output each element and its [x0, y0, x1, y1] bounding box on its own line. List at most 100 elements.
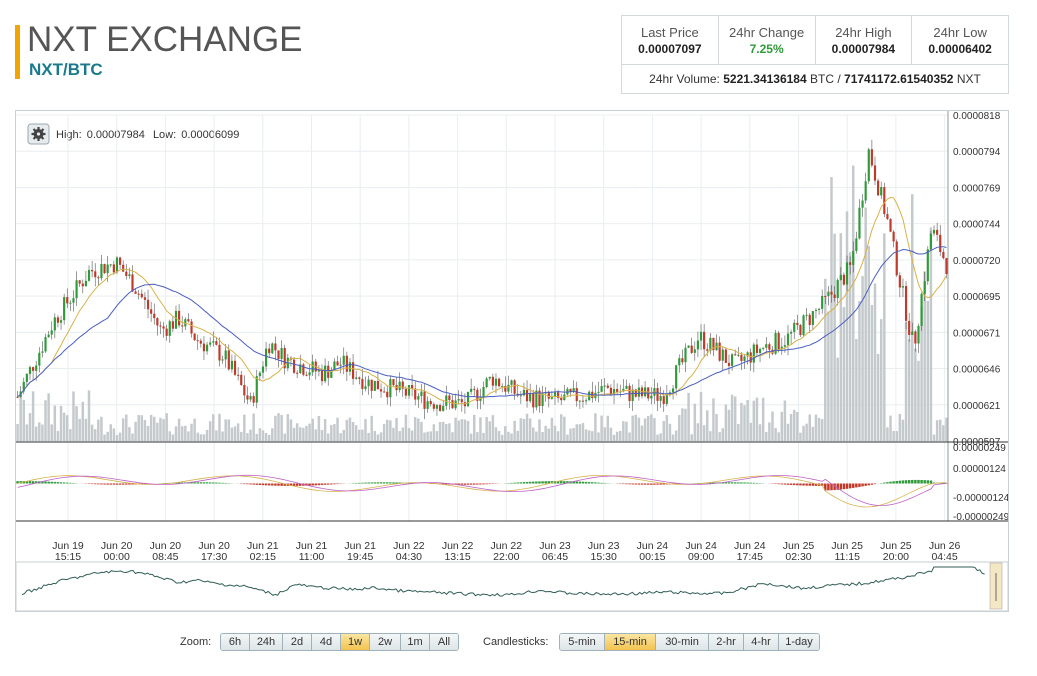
volume-bar	[730, 394, 734, 441]
zoom-button-1w[interactable]: 1w	[341, 634, 370, 650]
candle-body	[308, 372, 311, 376]
volume-bar	[628, 432, 631, 441]
candle-body	[600, 385, 603, 392]
macd-histogram-bar	[221, 482, 224, 484]
price-chart[interactable]: High: 0.00007984 Low: 0.00006099 0.00008…	[15, 110, 1010, 612]
volume-bar	[504, 426, 507, 441]
volume-bar	[354, 425, 358, 441]
macd-histogram-bar	[69, 482, 72, 484]
volume-bar	[488, 421, 492, 441]
last-price-cell: Last Price 0.00007097	[622, 16, 719, 64]
zoom-button-4d[interactable]: 4d	[312, 634, 341, 650]
volume-bar	[718, 432, 721, 441]
candlestick-button-4-hr[interactable]: 4-hr	[744, 634, 779, 650]
candle-body	[457, 399, 460, 401]
macd-histogram-bar	[488, 483, 492, 485]
volume-bar	[460, 419, 464, 441]
candle-body	[712, 337, 715, 351]
volume-bar	[702, 425, 706, 441]
candle-body	[538, 390, 541, 407]
volume-bar	[62, 412, 66, 441]
candlestick-button-1-day[interactable]: 1-day	[779, 634, 819, 650]
macd-histogram-bar	[510, 482, 513, 484]
candle-body	[215, 341, 218, 345]
candle-body	[730, 354, 734, 366]
chart-settings-button[interactable]	[27, 123, 50, 145]
low-value: 0.00006402	[928, 42, 992, 56]
macd-histogram-bar	[836, 483, 839, 490]
candle-body	[137, 293, 140, 295]
zoom-button-all[interactable]: All	[430, 634, 458, 650]
candle-body	[473, 388, 476, 390]
volume-bar	[783, 400, 787, 441]
high-cell: 24hr High 0.00007984	[816, 16, 913, 64]
candle-body	[221, 359, 224, 361]
macd-histogram-bar	[600, 482, 603, 484]
candlesticks-label: Candlesticks:	[483, 636, 549, 648]
navigator[interactable]	[15, 561, 1009, 612]
candle-body	[572, 388, 575, 393]
candle-body	[656, 388, 659, 401]
volume-bar	[929, 227, 933, 441]
candle-body	[908, 320, 911, 335]
candle-body	[302, 364, 305, 375]
volume-bar	[162, 419, 165, 441]
price-tick-label: 0.0000597	[953, 437, 1001, 448]
macd-histogram-bar	[128, 483, 131, 485]
macd-histogram-bar	[842, 483, 846, 490]
macd-tick-label: 0.00000124	[953, 464, 1006, 475]
macd-histogram-bar	[336, 483, 339, 485]
macd-histogram-bar	[625, 483, 628, 485]
zoom-button-2w[interactable]: 2w	[370, 634, 401, 650]
candle-body	[401, 381, 404, 389]
macd-histogram-bar	[901, 480, 905, 484]
volume-bar	[41, 424, 44, 441]
candle-body	[622, 388, 625, 392]
macd-histogram-bar	[923, 480, 926, 484]
macd-histogram-bar	[799, 483, 802, 486]
change-cell: 24hr Change 7.25%	[719, 16, 816, 64]
volume-bar	[883, 233, 886, 441]
candle-body	[845, 262, 849, 285]
candle-body	[252, 396, 255, 403]
macd-histogram-bar	[643, 483, 647, 485]
macd-histogram-bar	[749, 482, 752, 484]
candle-body	[50, 330, 53, 335]
candle-body	[470, 388, 473, 392]
zoom-button-6h[interactable]: 6h	[221, 634, 250, 650]
volume-bar	[435, 431, 439, 441]
candlesticks	[16, 139, 948, 420]
volume-bar	[78, 418, 81, 441]
time-axis-time: 15:30	[591, 551, 617, 563]
volume-bar	[665, 415, 669, 441]
candle-body	[625, 385, 628, 389]
candle-body	[817, 308, 821, 310]
zoom-button-24h[interactable]: 24h	[250, 634, 283, 650]
candlestick-button-30-min[interactable]: 30-min	[656, 634, 709, 650]
candle-body	[336, 361, 339, 366]
time-axis-time: 00:15	[639, 551, 665, 563]
volume-bar	[587, 430, 591, 441]
candle-body	[420, 391, 423, 397]
macd-histogram-bar	[783, 483, 787, 485]
zoom-button-2d[interactable]: 2d	[283, 634, 312, 650]
volume-bar	[603, 427, 606, 441]
time-axis-date: Jun 20	[150, 540, 182, 552]
zoom-button-1m[interactable]: 1m	[401, 634, 430, 650]
macd-histogram-bar	[174, 482, 178, 484]
macd-histogram-bar	[34, 481, 38, 484]
time-axis-date: Jun 22	[442, 540, 474, 552]
macd-histogram-bar	[445, 483, 448, 485]
candle-body	[53, 317, 56, 331]
candlestick-button-2-hr[interactable]: 2-hr	[709, 634, 744, 650]
candlestick-button-15-min[interactable]: 15-min	[605, 634, 656, 650]
chart-canvas[interactable]: High: 0.00007984 Low: 0.00006099 0.00008…	[15, 111, 1010, 612]
candlestick-button-5-min[interactable]: 5-min	[560, 634, 605, 650]
candle-body	[678, 358, 681, 366]
volume-bar	[472, 414, 476, 441]
volume-bar	[942, 425, 945, 441]
volume-bar	[572, 428, 575, 441]
candle-body	[466, 391, 470, 407]
macd-histogram-bar	[870, 483, 874, 485]
time-axis-date: Jun 21	[344, 540, 376, 552]
